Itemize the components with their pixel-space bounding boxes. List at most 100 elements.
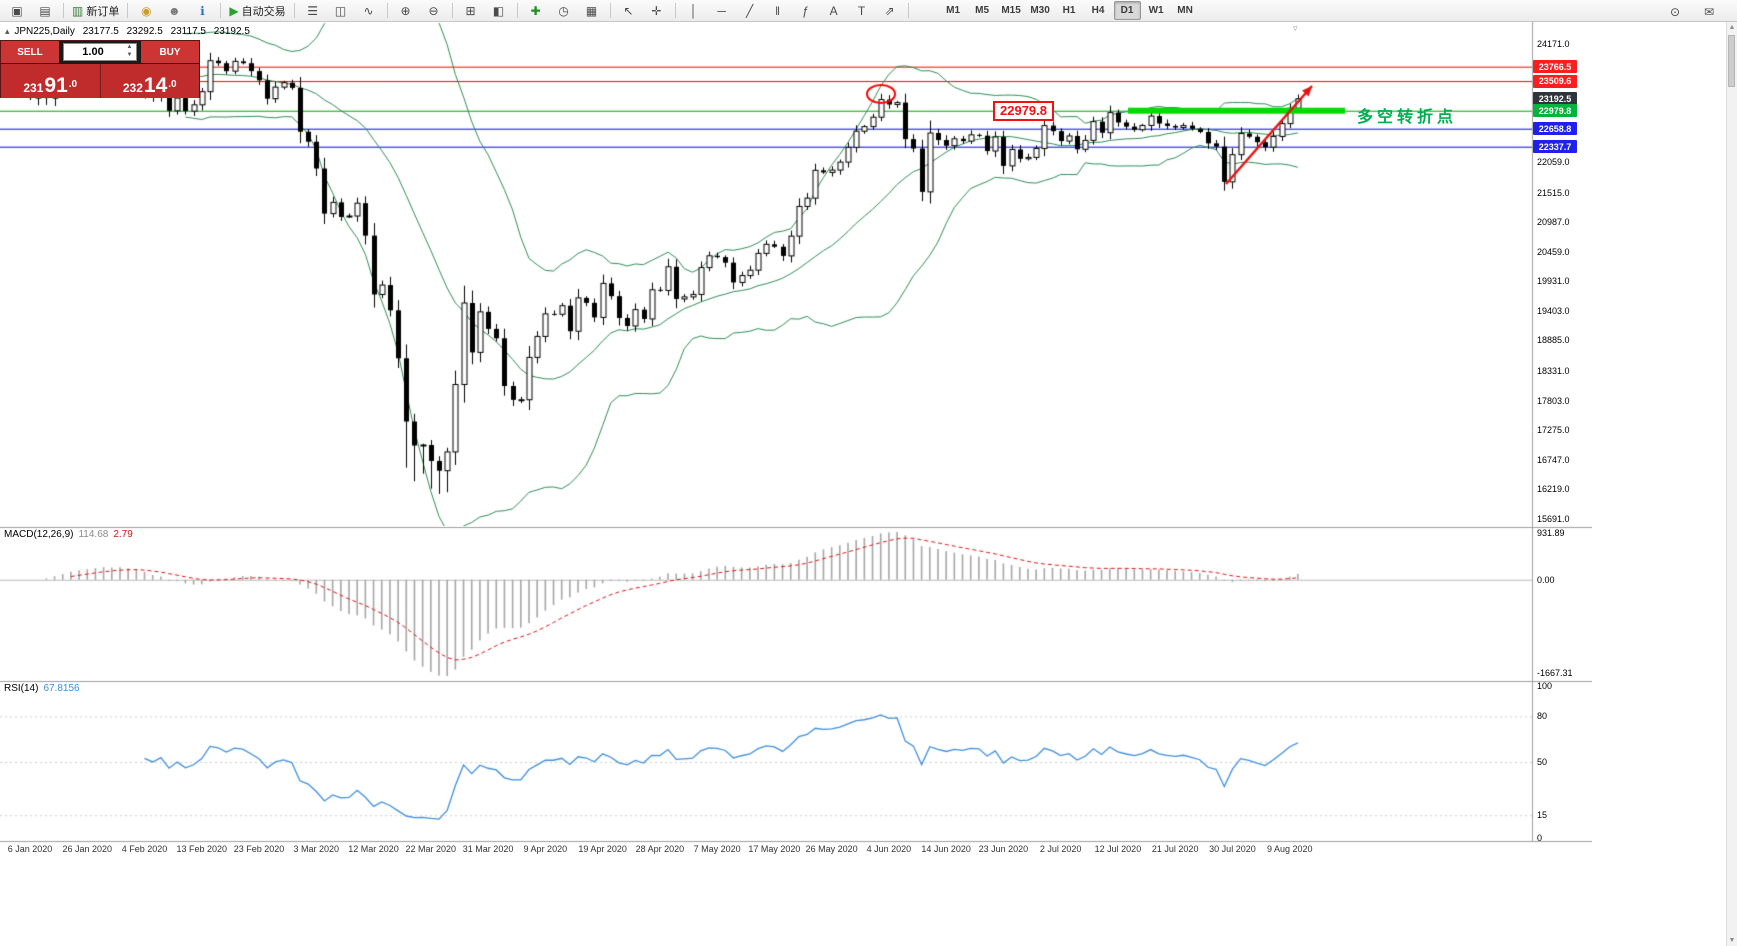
channel-tool-button[interactable]: ‖ [764,1,792,21]
price-axis-label: 19403.0 [1537,306,1570,317]
time-axis-label: 17 May 2020 [748,844,801,854]
add-indicator-icon: ✚ [530,3,541,18]
lot-decrease-icon[interactable]: ▼ [126,52,133,58]
price-line-badge: 22658.8 [1533,122,1577,136]
vertical-line-tool-button[interactable]: │ [680,1,708,21]
cursor-tool-button[interactable]: ↖ [615,1,643,21]
arrows-tool-button[interactable]: ⇗ [876,1,904,21]
auto-arrange-button[interactable]: ◧ [485,1,513,21]
time-axis-label: 28 Apr 2020 [635,844,685,854]
sell-button[interactable]: SELL [1,41,59,63]
buy-button[interactable]: BUY [141,41,199,63]
horizontal-line-tool-button[interactable]: ─ [708,1,736,21]
candlestick-mode-button[interactable]: ◫ [327,1,355,21]
scroll-down-icon[interactable]: ▼ [1728,937,1736,944]
new-order-button[interactable]: ▥ 新订单 [68,1,123,21]
add-indicator-button[interactable]: ✚ [522,1,550,21]
time-axis-label: 13 Feb 2020 [176,844,228,854]
auto-trading-icon: ▶ [229,3,239,18]
vertical-line-tool-icon: │ [689,3,698,18]
support-price-annotation: 22979.8 [993,100,1054,121]
zoom-in-button[interactable]: ⊕ [392,1,420,21]
scrollbar-thumb[interactable] [1728,35,1735,87]
chart-symbol-header: ▴ JPN225,Daily 23177.5 23292.5 23117.5 2… [5,26,255,37]
price-axis-label: 80 [1537,711,1548,722]
timeframe-w1-button[interactable]: W1 [1148,5,1164,16]
terminal-info-icon: ℹ [200,3,205,18]
new-chart-button[interactable]: ▣ [3,1,31,21]
macd-label: MACD(12,26,9) [4,529,74,540]
lot-size-input[interactable] [64,46,122,58]
bar-chart-mode-button[interactable]: ☰ [299,1,327,21]
low-value: 23117.5 [170,26,206,37]
new-chart-icon: ▣ [11,3,23,18]
timeframe-m1-button[interactable]: M1 [946,5,961,16]
timeframe-m15-button[interactable]: M15 [1001,5,1021,16]
price-axis-label: 22059.0 [1537,157,1570,168]
time-axis-label: 4 Jun 2020 [866,844,912,854]
chat-button[interactable]: ✉ [1695,2,1723,22]
price-axis-label: 15691.0 [1537,513,1570,524]
text-tool-button[interactable]: A [820,1,848,21]
lot-increase-icon[interactable]: ▲ [126,44,133,50]
auto-trading-label: 自动交易 [241,5,286,18]
terminal-info-button[interactable]: ℹ [188,1,216,21]
timeframe-h4-button[interactable]: H4 [1091,5,1105,16]
navigator-icon: ☻ [168,3,181,18]
price-axis-label: 20459.0 [1537,246,1570,257]
timeframe-h1-button[interactable]: H1 [1062,5,1076,16]
one-click-trading-panel: SELL ▲ ▼ BUY 231 91 .0 232 14 [0,40,200,98]
zoom-out-button[interactable]: ⊖ [420,1,448,21]
line-chart-mode-button[interactable]: ∿ [355,1,383,21]
sell-price-decimal: .0 [68,79,78,90]
time-axis-label: 31 Mar 2020 [462,844,514,854]
buy-price-big-digits: 14 [143,74,168,97]
price-axis-label: 18331.0 [1537,366,1570,377]
crosshair-tool-button[interactable]: ✛ [643,1,671,21]
tile-windows-button[interactable]: ⊞ [457,1,485,21]
chart-shift-marker: ▿ [1293,23,1298,33]
label-tool-button[interactable]: T [848,1,876,21]
time-axis-label: 6 Jan 2020 [7,844,53,854]
macd-main-value: 114.68 [78,529,109,540]
trade-panel-toggle-icon[interactable]: ▴ [5,26,10,36]
templates-button[interactable]: ▦ [578,1,606,21]
chart-profiles-button[interactable]: ▤ [31,1,59,21]
market-watch-button[interactable]: ◉ [132,1,160,21]
scroll-up-icon[interactable]: ▲ [1728,24,1736,31]
price-axis-label: 17803.0 [1537,395,1570,406]
vertical-scrollbar[interactable]: ▲ ▼ [1726,22,1737,946]
time-axis-label: 21 Jul 2020 [1151,844,1199,854]
timeframe-d1-button[interactable]: D1 [1113,1,1141,20]
buy-price[interactable]: 232 14 .0 [100,64,199,98]
symbol-period-label: JPN225,Daily [14,26,75,37]
timeframe-m30-button[interactable]: M30 [1030,5,1050,16]
price-axis-label: 931.89 [1537,528,1565,538]
sell-price[interactable]: 231 91 .0 [1,64,101,98]
high-value: 23292.5 [126,26,163,37]
timeframe-m5-button[interactable]: M5 [975,5,990,16]
candlestick-mode-icon: ◫ [334,3,347,18]
time-axis-label: 9 Apr 2020 [523,844,568,854]
trendline-tool-button[interactable]: ╱ [736,1,764,21]
open-value: 23177.5 [82,26,119,37]
fibonacci-tool-button[interactable]: ƒ [792,1,820,21]
search-button[interactable]: ⊙ [1661,2,1689,22]
timeframe-mn-button[interactable]: MN [1177,5,1193,16]
period-selector-button[interactable]: ◷ [550,1,578,21]
navigator-button[interactable]: ☻ [160,1,188,21]
horizontal-line-tool-icon: ─ [717,3,726,18]
price-line-badge: 22979.8 [1533,104,1577,118]
fibonacci-tool-icon: ƒ [802,3,809,18]
tile-windows-icon: ⊞ [465,3,476,18]
auto-trading-button[interactable]: ▶ 自动交易 [225,1,289,21]
new-order-icon: ▥ [72,3,84,18]
price-axis-label: 17275.0 [1537,425,1570,436]
price-axis-label: 16747.0 [1537,454,1570,465]
macd-signal-value: 2.79 [113,529,133,540]
period-selector-icon: ◷ [558,3,569,18]
label-tool-icon: T [857,3,866,18]
price-axis-label: 20987.0 [1537,217,1570,228]
